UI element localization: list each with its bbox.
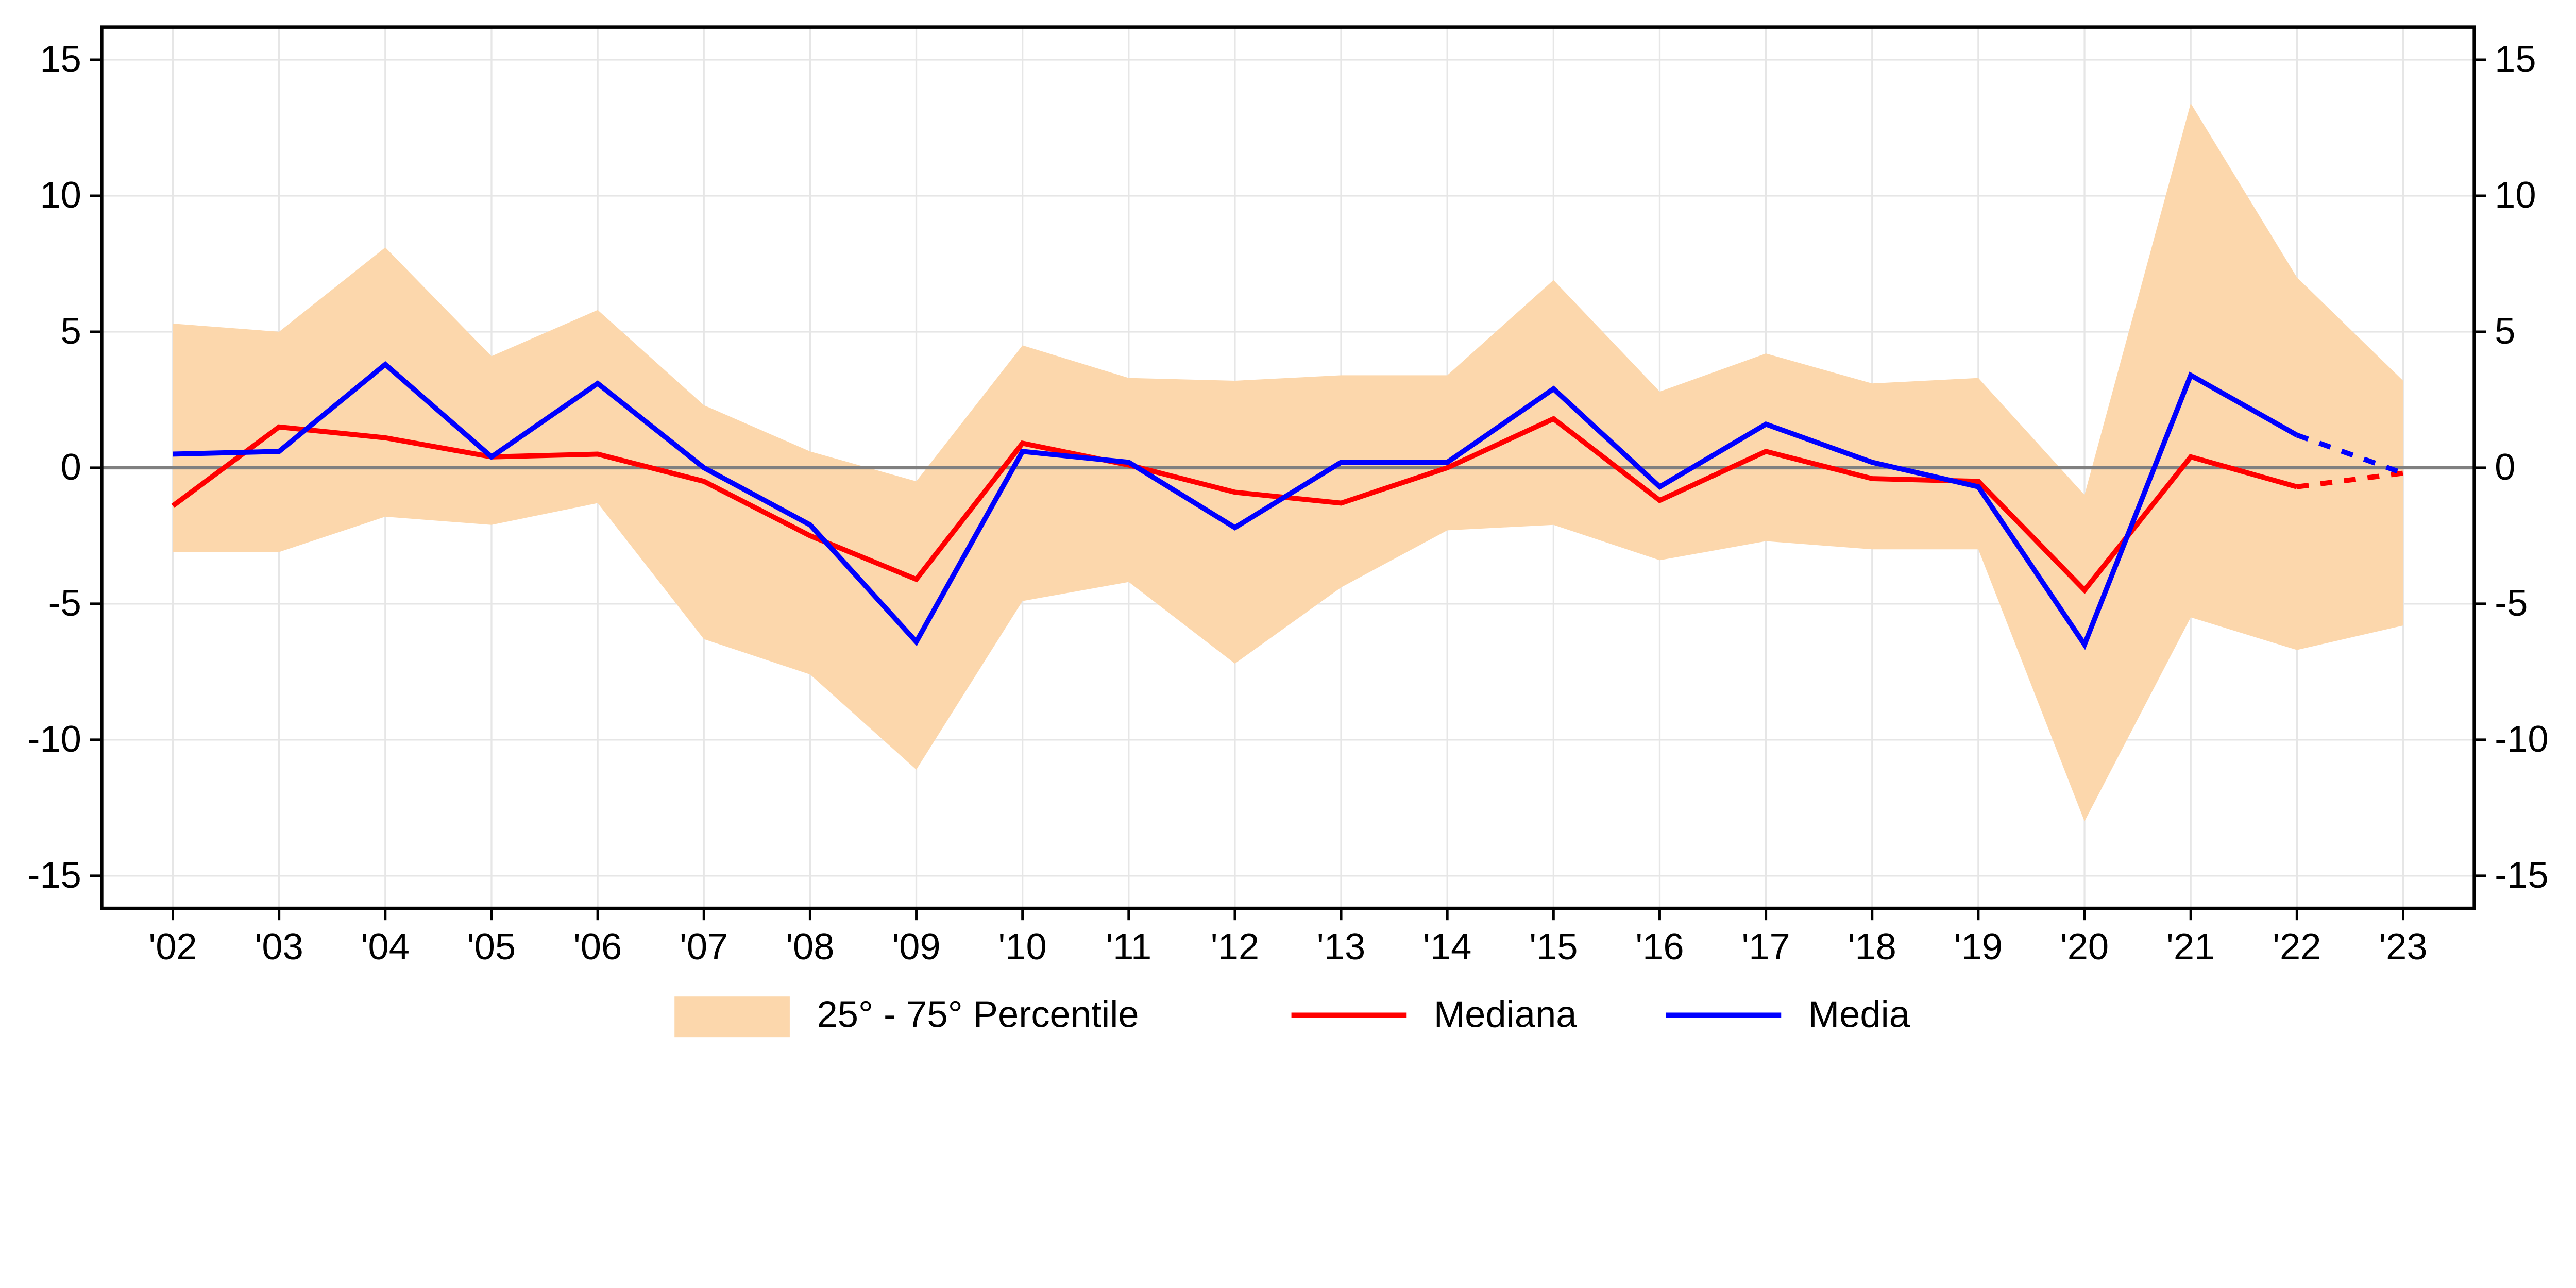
x-tick-label: '16: [1635, 926, 1684, 968]
x-tick-label: '03: [255, 926, 303, 968]
x-tick-label: '14: [1423, 926, 1471, 968]
x-tick-label: '08: [786, 926, 834, 968]
y-tick-label-right: 0: [2495, 446, 2515, 488]
x-tick-label: '12: [1211, 926, 1259, 968]
y-tick-label-left: 15: [40, 38, 81, 80]
y-tick-label-right: 5: [2495, 310, 2515, 352]
time-series-chart: '02 '03 '04 '05 '06 '07 '08 '09 '10 '11 '12 '13 '14 '…: [0, 0, 2576, 1091]
x-tick-label: '20: [2060, 926, 2109, 968]
x-tick-label: '15: [1529, 926, 1578, 968]
y-tick-label-right: 10: [2495, 174, 2536, 216]
legend-label: Mediana: [1434, 993, 1577, 1035]
x-tick-label: '23: [2379, 926, 2427, 968]
y-tick-label-right: -5: [2495, 582, 2528, 624]
y-tick-label-left: -15: [27, 854, 81, 896]
y-tick-label-right: -15: [2495, 854, 2549, 896]
x-tick-label: '07: [680, 926, 728, 968]
x-tick-label: '02: [148, 926, 197, 968]
x-tick-label: '11: [1106, 926, 1151, 968]
x-tick-label: '06: [573, 926, 622, 968]
y-tick-label-right: -10: [2495, 718, 2549, 760]
x-tick-label: '13: [1317, 926, 1365, 968]
x-tick-label: '09: [892, 926, 940, 968]
y-tick-label-left: -10: [27, 718, 81, 760]
x-tick-label: '18: [1848, 926, 1896, 968]
y-tick-label-left: 10: [40, 174, 81, 216]
y-tick-label-left: -5: [48, 582, 81, 624]
legend-label: 25° - 75° Percentile: [817, 993, 1139, 1035]
chart-container: '02 '03 '04 '05 '06 '07 '08 '09 '10 '11 '12 '13 '14 '…: [0, 0, 2576, 1091]
legend-label: Media: [1808, 993, 1910, 1035]
x-tick-label: '17: [1741, 926, 1790, 968]
legend-swatch-area: [674, 996, 790, 1037]
x-tick-label: '04: [361, 926, 410, 968]
x-tick-label: '21: [2166, 926, 2215, 968]
x-tick-label: '19: [1954, 926, 2003, 968]
x-tick-label: '10: [998, 926, 1046, 968]
y-tick-label-left: 5: [61, 310, 81, 352]
x-tick-label: '22: [2273, 926, 2321, 968]
y-tick-label-left: 0: [61, 446, 81, 488]
y-tick-label-right: 15: [2495, 38, 2536, 80]
x-tick-label: '05: [467, 926, 516, 968]
